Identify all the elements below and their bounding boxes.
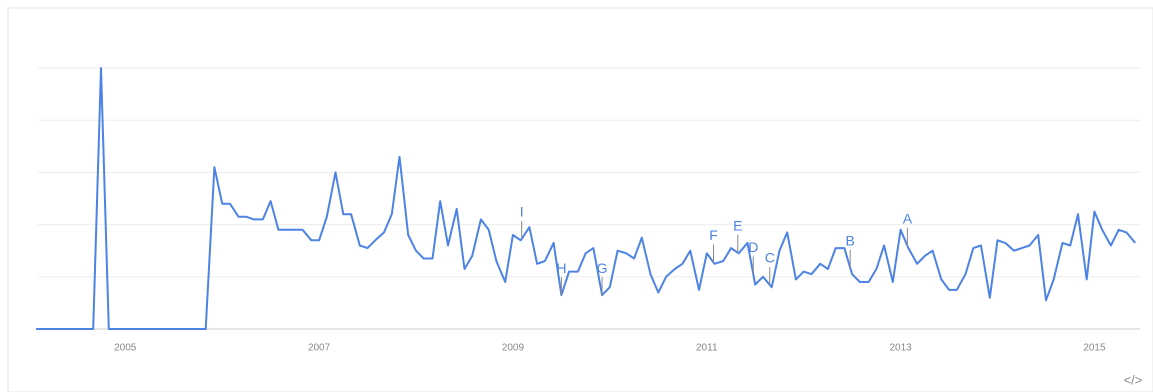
trend-line — [36, 67, 1136, 330]
annotation-label: G — [597, 260, 608, 276]
annotation-label: C — [765, 250, 775, 266]
x-tick-label: 2015 — [1083, 343, 1106, 354]
annotation-label: H — [556, 260, 566, 276]
x-tick-label: 2005 — [114, 343, 137, 354]
x-tick-label: 2013 — [889, 343, 912, 354]
annotation-label: D — [748, 239, 758, 255]
annotation-label: B — [846, 232, 855, 248]
embed-icon[interactable]: </> — [1124, 372, 1143, 387]
card — [7, 7, 1153, 392]
annotation-label: I — [520, 204, 524, 220]
x-tick-label: 2011 — [696, 343, 718, 354]
x-tick-label: 2009 — [502, 343, 525, 354]
annotation-label: F — [709, 227, 718, 243]
x-tick-label: 2007 — [308, 343, 331, 354]
annotation-label: E — [733, 217, 742, 233]
annotation-label: A — [903, 211, 913, 227]
